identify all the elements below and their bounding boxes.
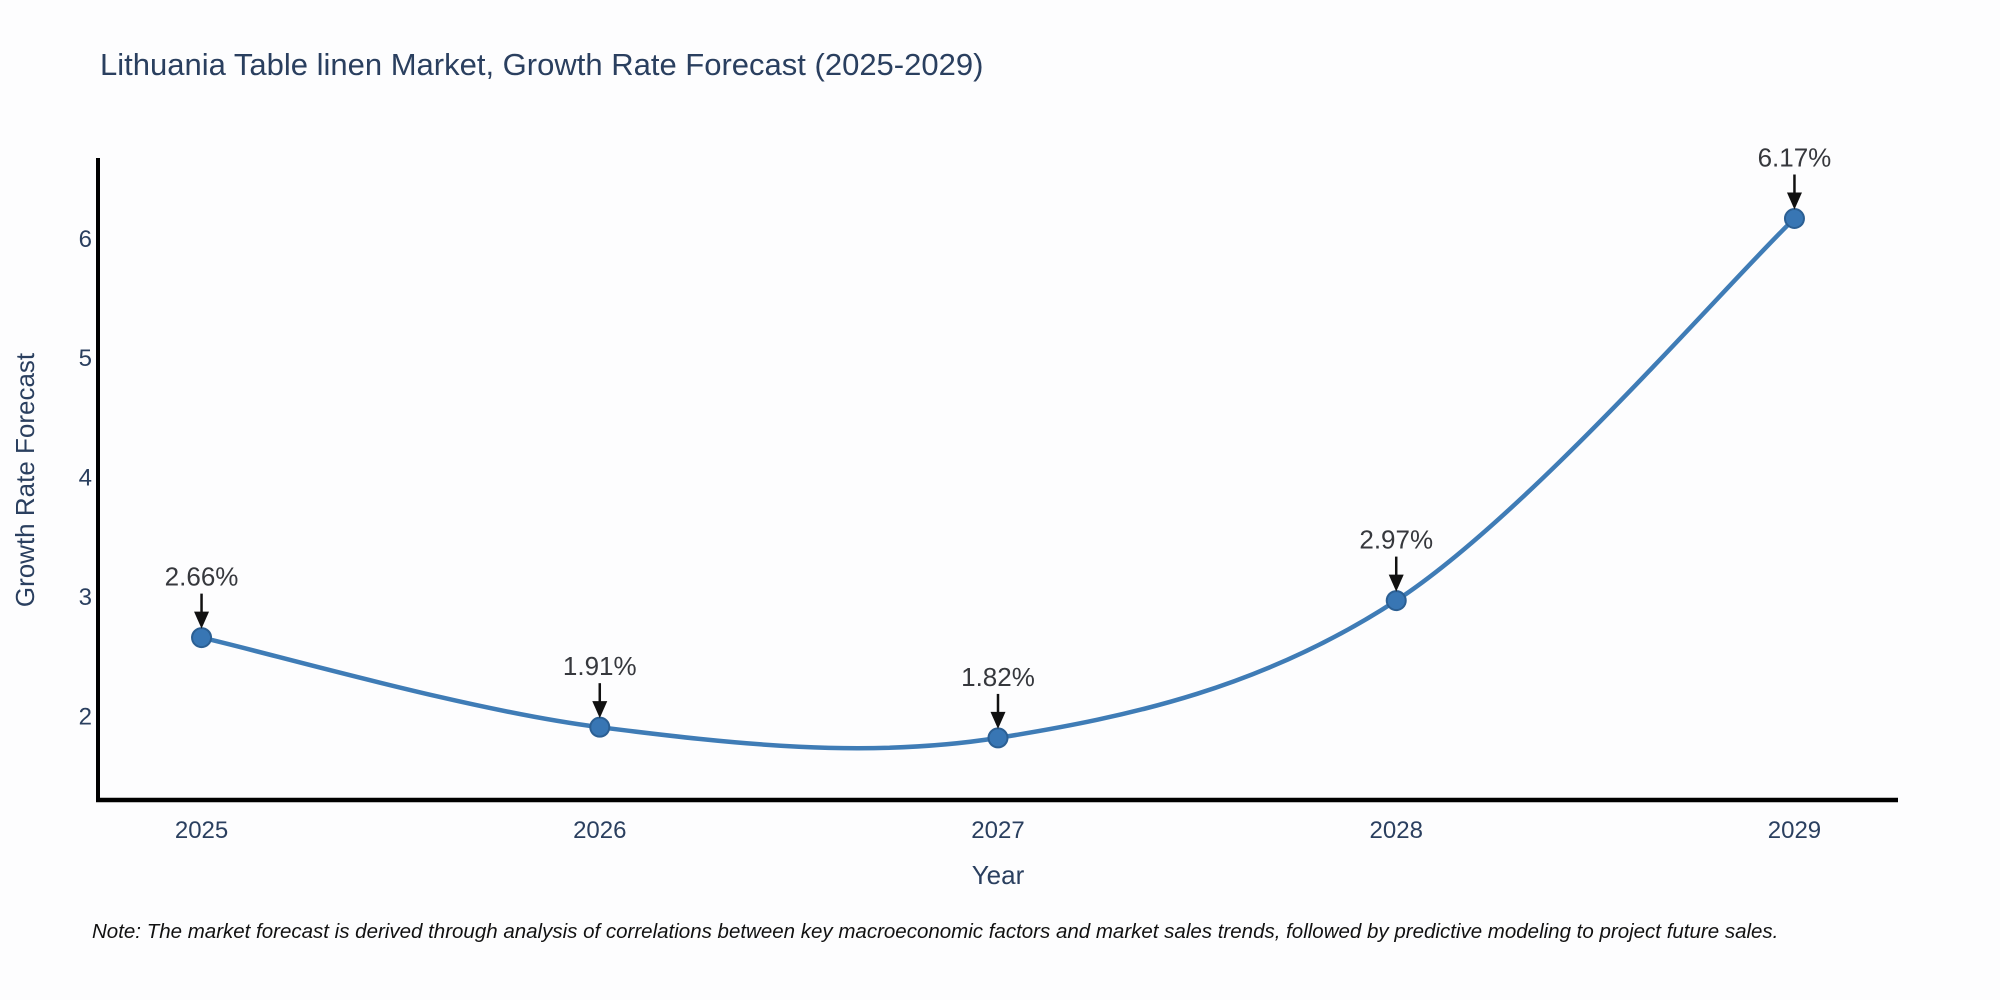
y-tick-label: 6 (79, 226, 92, 253)
annotation-arrowhead (1388, 574, 1404, 592)
data-point-marker (1783, 208, 1805, 230)
y-tick-label: 3 (79, 584, 92, 611)
data-point-marker (1385, 590, 1407, 612)
annotation-label: 2.97% (1359, 525, 1433, 555)
annotation-arrowhead (194, 611, 210, 629)
x-tick-label: 2029 (1768, 817, 1821, 844)
annotation-label: 1.91% (563, 651, 637, 681)
y-axis-title: Growth Rate Forecast (10, 352, 40, 607)
data-point-marker (589, 716, 611, 738)
annotation-label: 2.66% (165, 562, 239, 592)
annotation-arrowhead (990, 711, 1006, 729)
x-tick-label: 2027 (971, 817, 1024, 844)
x-tick-label: 2025 (175, 817, 228, 844)
x-tick-label: 2028 (1370, 817, 1423, 844)
chart-title: Lithuania Table linen Market, Growth Rat… (100, 47, 983, 82)
footnote-text: Note: The market forecast is derived thr… (92, 920, 1779, 943)
y-axis-tick-labels: 2 3 4 5 6 (79, 226, 92, 731)
annotation-arrowhead (1786, 192, 1802, 210)
annotation-label: 1.82% (961, 662, 1035, 692)
annotation-arrowhead (592, 701, 608, 719)
y-tick-label: 5 (79, 345, 92, 372)
data-point-annotations: 2.66% 1.91% 1.82% 2.97% 6.17% (165, 143, 1832, 729)
data-point-marker (191, 627, 213, 649)
annotation-label: 6.17% (1758, 143, 1832, 173)
data-point-marker (987, 727, 1009, 749)
x-axis-title: Year (972, 860, 1025, 890)
y-tick-label: 2 (79, 703, 92, 730)
x-tick-label: 2026 (573, 817, 626, 844)
x-axis-tick-labels: 2025 2026 2027 2028 2029 (175, 817, 1821, 844)
y-tick-label: 4 (79, 465, 92, 492)
